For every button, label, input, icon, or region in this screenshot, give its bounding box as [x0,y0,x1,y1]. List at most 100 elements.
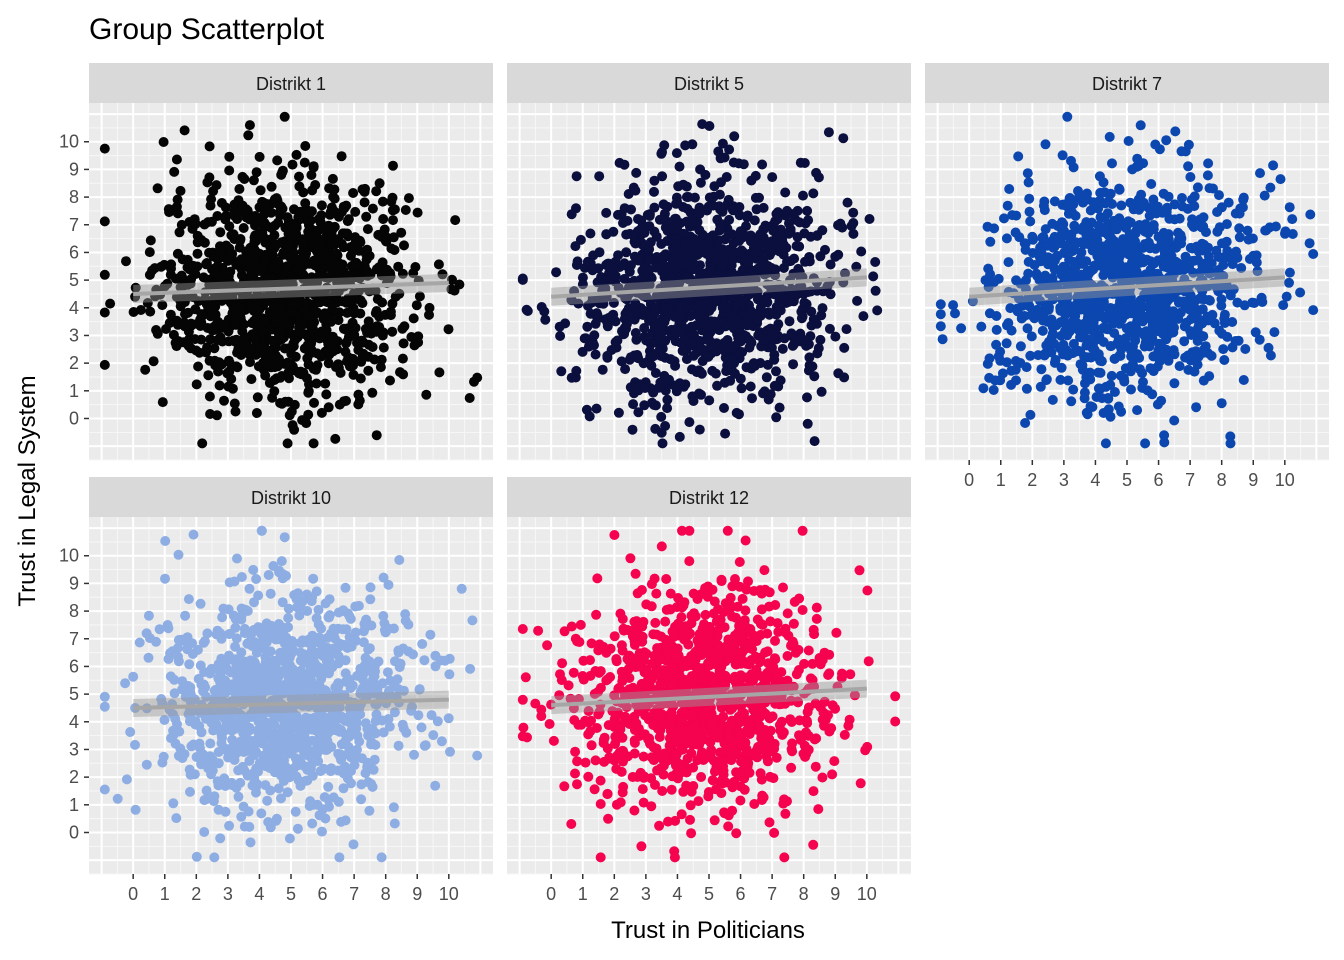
data-point [421,389,432,400]
data-point [324,801,334,812]
data-point [244,583,255,594]
data-point [752,314,763,325]
data-point [1104,131,1115,142]
data-point [658,251,669,262]
data-point [279,343,290,354]
data-point [806,320,817,331]
data-point [210,720,221,731]
data-point [204,172,215,183]
data-point [1234,223,1245,234]
data-point [292,602,303,613]
data-point [186,274,197,285]
data-point [244,120,255,131]
data-point [334,307,345,318]
data-point [717,138,728,149]
data-point [257,325,268,336]
data-point [1169,288,1180,299]
data-point [171,154,182,165]
data-point [317,826,327,837]
data-point [190,218,201,229]
data-point [174,726,185,737]
data-point [736,383,747,394]
data-point [1157,312,1168,323]
data-point [1280,226,1291,237]
data-point [1012,303,1023,314]
data-point [686,321,697,332]
data-point [144,633,155,644]
data-point [245,357,255,368]
data-point [1087,342,1098,353]
data-point [1035,295,1045,306]
data-point [1001,357,1012,368]
facet-strip-label: Distrikt 7 [1092,74,1162,94]
data-point [227,734,238,745]
data-point [99,784,110,795]
data-point [1049,255,1060,266]
data-point [397,323,408,334]
data-point [398,685,409,696]
data-point [205,738,216,749]
data-point [740,267,751,278]
data-point [631,300,642,311]
data-point [377,678,388,689]
data-point [157,300,168,311]
data-point [230,314,241,325]
data-point [307,818,318,829]
data-point [589,330,600,341]
data-point [697,241,708,252]
data-point [1194,319,1205,330]
data-point [280,396,291,407]
data-point [251,313,262,324]
data-point [675,337,686,348]
data-point [628,399,639,410]
data-point [267,335,278,346]
data-point [363,365,374,376]
data-point [1202,311,1213,322]
data-point [1308,305,1319,316]
data-point [864,214,875,224]
data-point [224,165,235,176]
data-point [301,307,312,318]
data-point [300,745,311,755]
data-point [1131,161,1142,172]
data-point [99,691,110,702]
data-point [1063,375,1074,386]
data-point [616,356,627,367]
data-point [313,604,324,615]
data-point [662,236,673,246]
data-point [232,362,243,373]
data-point [228,229,239,240]
data-point [660,215,671,226]
data-point [1023,295,1034,306]
data-point [366,739,376,750]
data-point [1308,249,1319,259]
data-point [308,573,319,584]
data-point [695,164,706,175]
facet-panel: Distrikt 70 1 2 3 4 5 6 7 8 9 10 [925,63,1329,490]
data-point [420,740,431,751]
data-point [1003,257,1014,268]
data-point [774,402,785,413]
data-point [984,372,995,383]
data-point [736,285,747,296]
data-point [370,285,381,296]
data-point [1179,336,1190,347]
data-point [674,431,685,442]
data-point [247,768,258,779]
data-point [763,325,774,335]
data-point [385,375,395,386]
data-point [326,229,337,240]
data-point [1176,146,1187,157]
data-point [590,349,601,360]
data-point [397,353,408,364]
data-point [204,391,215,402]
data-point [228,610,239,621]
data-point [201,691,212,702]
data-point [698,314,709,325]
data-point [1034,274,1045,285]
data-point [1047,273,1058,283]
data-point [591,403,602,414]
facet-strip-label: Distrikt 1 [256,74,326,94]
data-point [1174,213,1185,224]
